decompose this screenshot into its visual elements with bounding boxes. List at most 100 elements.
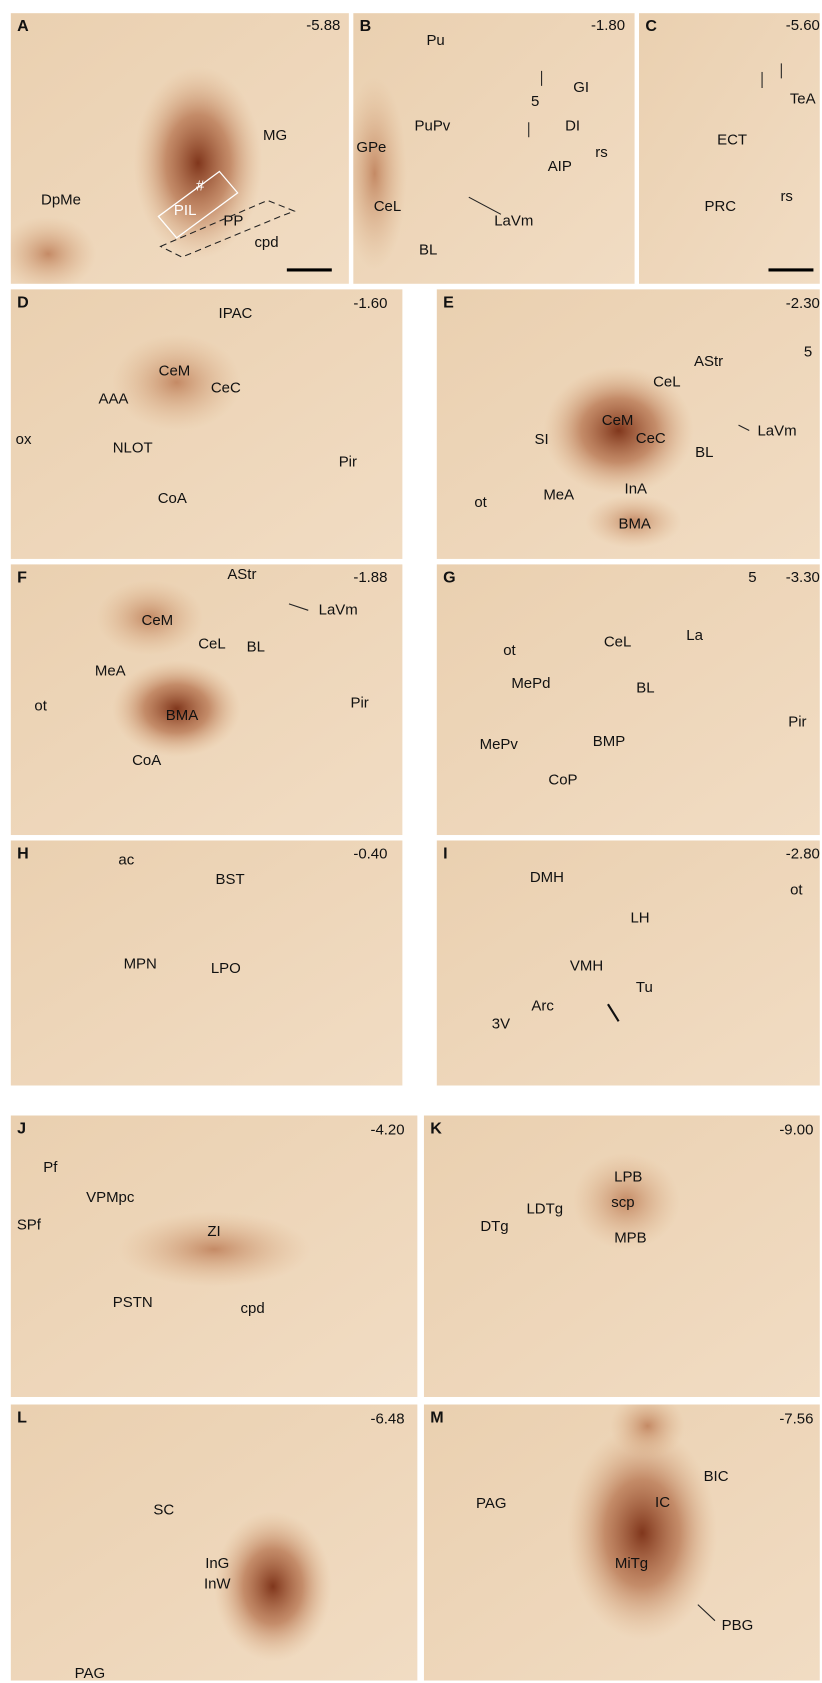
region-label: CeL <box>653 373 680 390</box>
region-label: IPAC <box>219 305 253 322</box>
stain <box>214 1512 332 1662</box>
region-label: DMH <box>530 869 564 886</box>
stain <box>343 77 407 270</box>
region-label: CoP <box>548 771 577 788</box>
panel-letter: E <box>443 293 454 311</box>
region-label: GPe <box>356 139 386 156</box>
region-label: AStr <box>227 566 256 583</box>
coordinate: -0.40 <box>353 845 387 862</box>
region-label: BL <box>419 242 437 259</box>
region-label: PAG <box>75 1665 105 1682</box>
region-label: La <box>686 627 703 644</box>
region-label: BMA <box>618 516 650 533</box>
region-label: CoA <box>158 490 187 507</box>
region-label: Pir <box>350 694 368 711</box>
tissue <box>437 564 820 835</box>
panel-letter: F <box>17 568 27 586</box>
region-label: CeM <box>602 412 634 429</box>
coordinate: -7.56 <box>779 1410 813 1427</box>
region-label: 3V <box>492 1015 510 1032</box>
tissue <box>11 840 403 1085</box>
region-label: Arc <box>531 997 554 1014</box>
region-label: MiTg <box>615 1555 648 1572</box>
tissue <box>639 13 820 284</box>
region-label: PSTN <box>113 1294 153 1311</box>
region-label: BIC <box>704 1468 729 1485</box>
region-label: ot <box>790 882 803 899</box>
region-label: 5 <box>804 343 812 360</box>
region-label: LPB <box>614 1169 642 1186</box>
coordinate: -5.88 <box>306 17 340 34</box>
panel-image <box>424 1394 820 1681</box>
region-label: ECT <box>717 131 747 148</box>
panel-image <box>639 13 820 284</box>
coordinate: -2.80 <box>786 845 820 862</box>
tissue <box>437 840 820 1085</box>
region-label: TeA <box>790 91 816 108</box>
stain <box>610 1394 685 1458</box>
region-label: ZI <box>207 1223 220 1240</box>
region-label: CeC <box>211 380 241 397</box>
region-label: PRC <box>705 198 737 215</box>
region-label: VMH <box>570 958 603 975</box>
region-label: InW <box>204 1575 231 1592</box>
region-label: Tu <box>636 979 653 996</box>
region-label: cpd <box>254 234 278 251</box>
panel-image <box>437 564 820 835</box>
region-label: cpd <box>241 1300 265 1317</box>
region-label: LDTg <box>526 1201 563 1218</box>
panel: E-2.30AStr5CeLCeMCeCLaVmSIBLInAMeAotBMA <box>437 289 820 559</box>
panel-letter: G <box>443 568 455 586</box>
region-label: InA <box>625 480 647 497</box>
panel-letter: K <box>430 1120 442 1138</box>
coordinate: -2.30 <box>786 295 820 312</box>
region-label: ot <box>503 642 516 659</box>
panel: F-1.88AStrLaVmCeMCeLBLMeAotPirBMACoA <box>11 564 403 835</box>
region-label: BST <box>216 871 245 888</box>
panel-letter: H <box>17 845 29 863</box>
region-label: LaVm <box>494 213 533 230</box>
panel-letter: D <box>17 293 29 311</box>
panel-image <box>0 13 349 291</box>
region-label: AStr <box>694 353 723 370</box>
region-label: Pir <box>788 714 806 731</box>
region-label: ot <box>474 494 487 511</box>
region-label: SC <box>153 1501 174 1518</box>
panel-letter: B <box>360 17 372 35</box>
region-label: MPB <box>614 1230 646 1247</box>
region-label: 5 <box>748 569 756 586</box>
coordinate: -5.60 <box>786 17 820 34</box>
coordinate: -1.60 <box>353 295 387 312</box>
region-label: BMP <box>593 733 625 750</box>
region-label: BMA <box>166 707 198 724</box>
region-label: Pf <box>43 1159 58 1176</box>
panel-image <box>11 840 403 1085</box>
panel: M-7.56BICPAGICMiTgPBG <box>424 1394 820 1681</box>
region-label: AAA <box>98 390 128 407</box>
region-label: LPO <box>211 960 241 977</box>
coordinate: -1.88 <box>353 569 387 586</box>
panels: A-5.88MGDpMePIL#PPcpdB-1.80PuPuPvGPeCeLB… <box>0 13 820 1682</box>
region-label: Pir <box>339 454 357 471</box>
region-label: PBG <box>722 1617 754 1634</box>
region-label: BL <box>247 639 265 656</box>
region-label: LH <box>630 910 649 927</box>
panel-image <box>11 1404 418 1680</box>
stain <box>567 1426 717 1640</box>
stain <box>134 67 262 260</box>
region-label: AIP <box>548 158 572 175</box>
coordinate: -6.48 <box>370 1410 404 1427</box>
coordinate: -9.00 <box>779 1121 813 1138</box>
region-label: CeM <box>159 363 191 380</box>
region-label: CeL <box>604 633 631 650</box>
panel-letter: A <box>17 17 29 35</box>
region-label: PIL <box>174 202 196 219</box>
region-label: MPN <box>124 956 157 973</box>
region-label: CeM <box>142 612 174 629</box>
region-label: MG <box>263 127 287 144</box>
panel-letter: C <box>645 17 657 35</box>
region-label: NLOT <box>113 440 153 457</box>
